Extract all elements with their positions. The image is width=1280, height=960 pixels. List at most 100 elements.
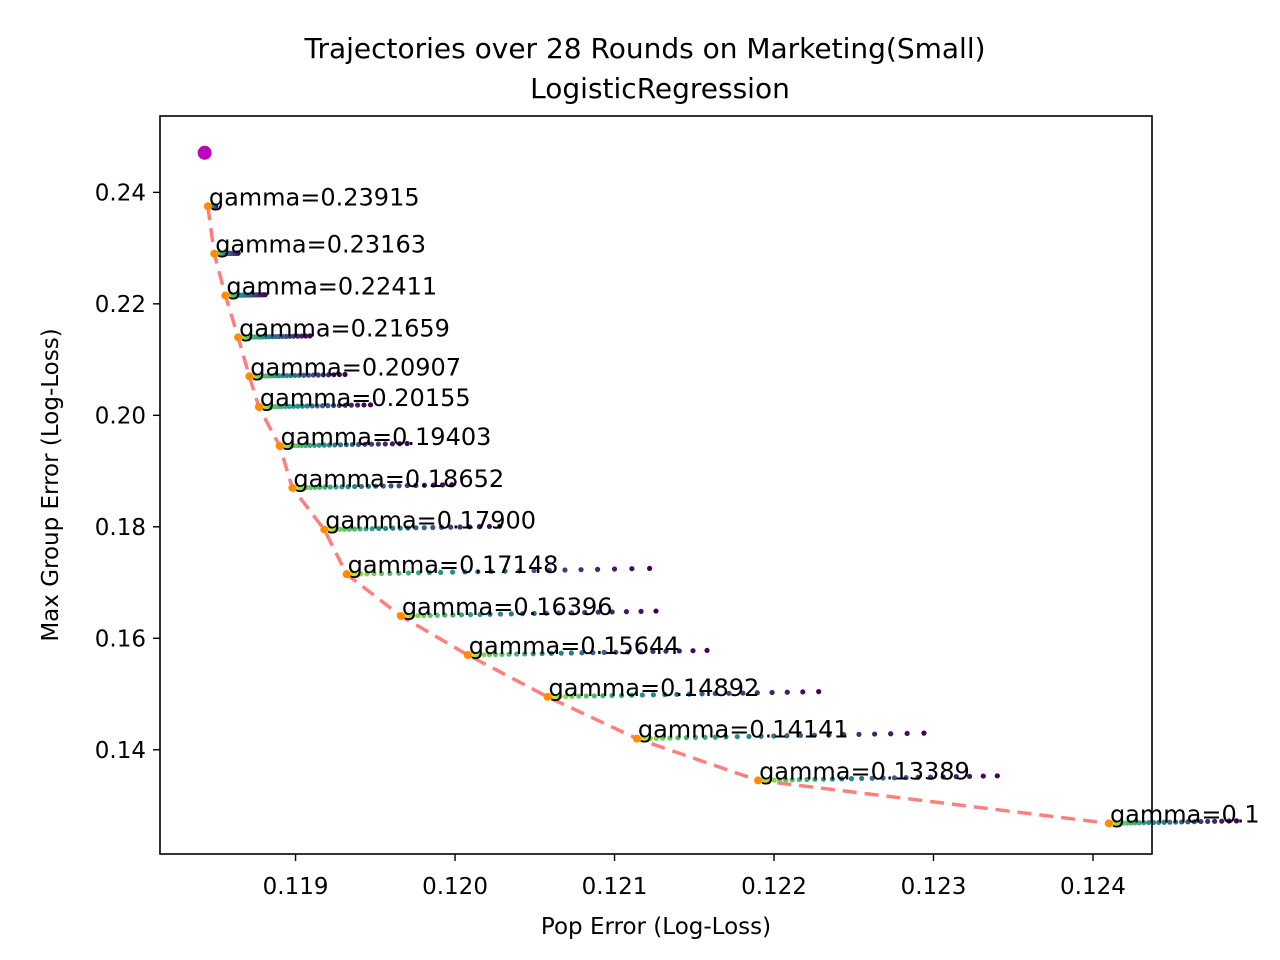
trajectory-point <box>568 610 575 616</box>
trajectory-point <box>660 735 666 741</box>
trajectory-point <box>357 526 363 532</box>
trajectory-point <box>915 774 921 780</box>
trajectory-point <box>390 525 396 531</box>
x-tick-label: 0.121 <box>582 874 648 900</box>
trajectory-point <box>361 402 367 408</box>
trajectory-point <box>726 690 732 696</box>
trajectory-point <box>940 774 946 780</box>
trajectory-point <box>953 774 959 780</box>
trajectory-point <box>353 571 359 577</box>
trajectory-point <box>859 775 865 782</box>
trajectory-label: gamma=0.16396 <box>402 593 613 621</box>
trajectory-label: gamma=0.14141 <box>638 716 849 744</box>
trajectory-point <box>839 776 845 782</box>
trajectory-point <box>777 777 783 783</box>
trajectory-point <box>683 735 689 741</box>
trajectory-point <box>332 442 338 448</box>
trajectory-point <box>880 775 886 781</box>
y-axis: 0.14 0.16 0.18 0.20 0.22 0.24 <box>95 180 160 764</box>
trajectory-point <box>303 442 309 449</box>
final-point <box>203 202 212 211</box>
final-point <box>245 372 254 381</box>
trajectory-point <box>373 483 379 489</box>
trajectory-point <box>1141 820 1147 826</box>
trajectory-point <box>421 525 427 531</box>
trajectory-point <box>771 733 777 739</box>
trajectory-label: gamma=0.23915 <box>209 183 420 211</box>
trajectory-point <box>458 612 465 618</box>
trajectory-point <box>563 693 569 700</box>
trajectory-point <box>310 372 316 378</box>
trajectory-point <box>346 526 352 532</box>
trajectory-label: gamma=0.17900 <box>325 507 536 535</box>
y-tick-label: 0.18 <box>95 515 146 541</box>
trajectory-point <box>462 569 468 575</box>
trajectory-point <box>600 693 606 699</box>
trajectory-point <box>1128 820 1134 826</box>
trajectory-point <box>430 524 436 531</box>
trajectory-point <box>639 692 645 698</box>
final-point <box>396 611 405 620</box>
trajectory-point <box>1167 819 1173 825</box>
trajectory-point <box>497 523 503 529</box>
trajectory-point <box>869 775 875 781</box>
trajectory-point <box>382 441 388 447</box>
trajectory-point <box>388 483 394 489</box>
trajectory-point <box>522 651 528 657</box>
trajectory-point <box>579 650 585 656</box>
trajectory-point <box>325 372 332 378</box>
trajectory-point <box>676 648 682 654</box>
trajectory-point <box>784 733 790 739</box>
trajectory-point <box>286 403 292 409</box>
trajectory-point <box>734 734 740 740</box>
trajectory-point <box>562 567 568 573</box>
trajectory-point <box>457 524 463 530</box>
trajectory-point <box>307 333 313 339</box>
trajectory-point <box>966 773 973 779</box>
trajectory-point <box>704 647 710 654</box>
trajectory-point <box>336 371 342 378</box>
trajectory-point <box>514 651 520 657</box>
trajectory-point <box>675 735 681 741</box>
final-point <box>543 692 552 701</box>
trajectory-point <box>994 773 1000 779</box>
trajectory-point <box>410 613 416 619</box>
trajectory-point <box>650 692 657 698</box>
axes-frame <box>159 115 1153 855</box>
trajectory-point <box>1233 818 1240 824</box>
trajectory-point <box>820 776 827 782</box>
trajectory-point <box>769 689 775 696</box>
y-tick-label: 0.14 <box>95 738 146 764</box>
trajectory-point <box>601 649 607 655</box>
trajectory-point <box>1198 818 1204 825</box>
chart-title: Trajectories over 28 Rounds on Marketing… <box>303 32 985 65</box>
trajectory-point <box>692 734 699 741</box>
trajectory-point <box>841 732 847 738</box>
trajectory-point <box>486 651 492 658</box>
trajectory-point <box>415 613 421 619</box>
trajectory-point <box>576 693 582 699</box>
trajectory-point <box>619 692 625 698</box>
trajectory-point <box>355 441 362 448</box>
trajectory-point <box>519 611 526 617</box>
trajectory-point <box>771 777 777 783</box>
trajectory-point <box>647 735 653 741</box>
trajectory-point <box>1185 819 1191 825</box>
trajectory-point <box>405 570 412 576</box>
trajectory-point <box>317 484 323 490</box>
trajectory-point <box>421 482 428 488</box>
trajectory-point <box>404 482 410 489</box>
trajectory-point <box>487 611 493 617</box>
trajectory-point <box>404 440 410 447</box>
trajectory-point <box>1145 819 1152 826</box>
trajectory-point <box>927 774 934 780</box>
trajectory-point <box>1156 819 1162 825</box>
trajectory-point <box>364 571 370 577</box>
trajectory-point <box>449 569 456 575</box>
trajectory-point <box>856 731 862 737</box>
trajectory-point <box>1173 819 1179 825</box>
trajectory-point <box>380 483 386 489</box>
trajectory-point <box>476 524 482 530</box>
trajectory-point <box>413 482 419 489</box>
trajectory-point <box>647 565 653 571</box>
